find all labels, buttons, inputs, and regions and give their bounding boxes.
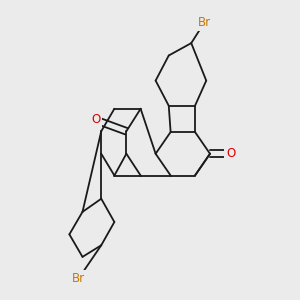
Text: O: O: [226, 147, 235, 160]
Text: Br: Br: [72, 272, 85, 285]
Text: O: O: [91, 113, 100, 127]
Text: Br: Br: [198, 16, 211, 29]
